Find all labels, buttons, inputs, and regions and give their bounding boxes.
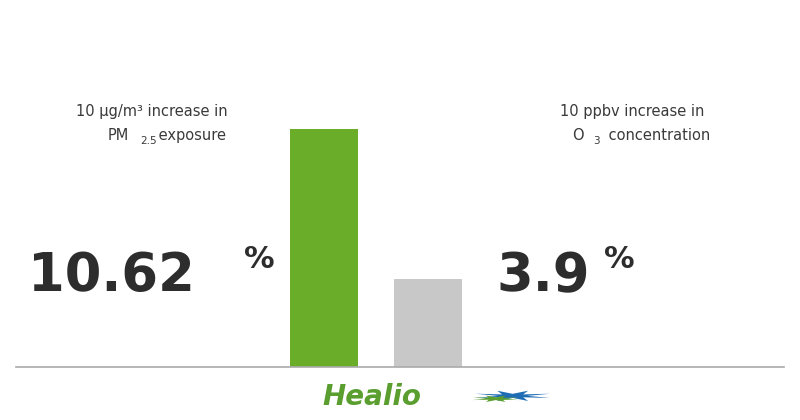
Text: 2.5: 2.5: [140, 136, 157, 146]
Text: 10 μg/m³ increase in: 10 μg/m³ increase in: [76, 104, 228, 119]
Text: O: O: [572, 128, 584, 143]
Polygon shape: [475, 391, 550, 401]
Polygon shape: [472, 396, 519, 402]
Text: %: %: [244, 245, 274, 274]
Text: 10 ppbv increase in: 10 ppbv increase in: [560, 104, 704, 119]
FancyBboxPatch shape: [290, 129, 358, 367]
Text: concentration: concentration: [604, 128, 710, 143]
Text: PM: PM: [108, 128, 130, 143]
Text: Healio: Healio: [322, 383, 422, 411]
Text: 3: 3: [594, 136, 600, 146]
Text: %: %: [604, 245, 634, 274]
Text: Increases in length of hospital stay with increases in air pollution: Increases in length of hospital stay wit…: [14, 24, 786, 44]
Text: 10.62: 10.62: [28, 250, 195, 302]
Text: exposure: exposure: [154, 128, 226, 143]
Text: 3.9: 3.9: [496, 250, 590, 302]
FancyBboxPatch shape: [394, 279, 462, 367]
